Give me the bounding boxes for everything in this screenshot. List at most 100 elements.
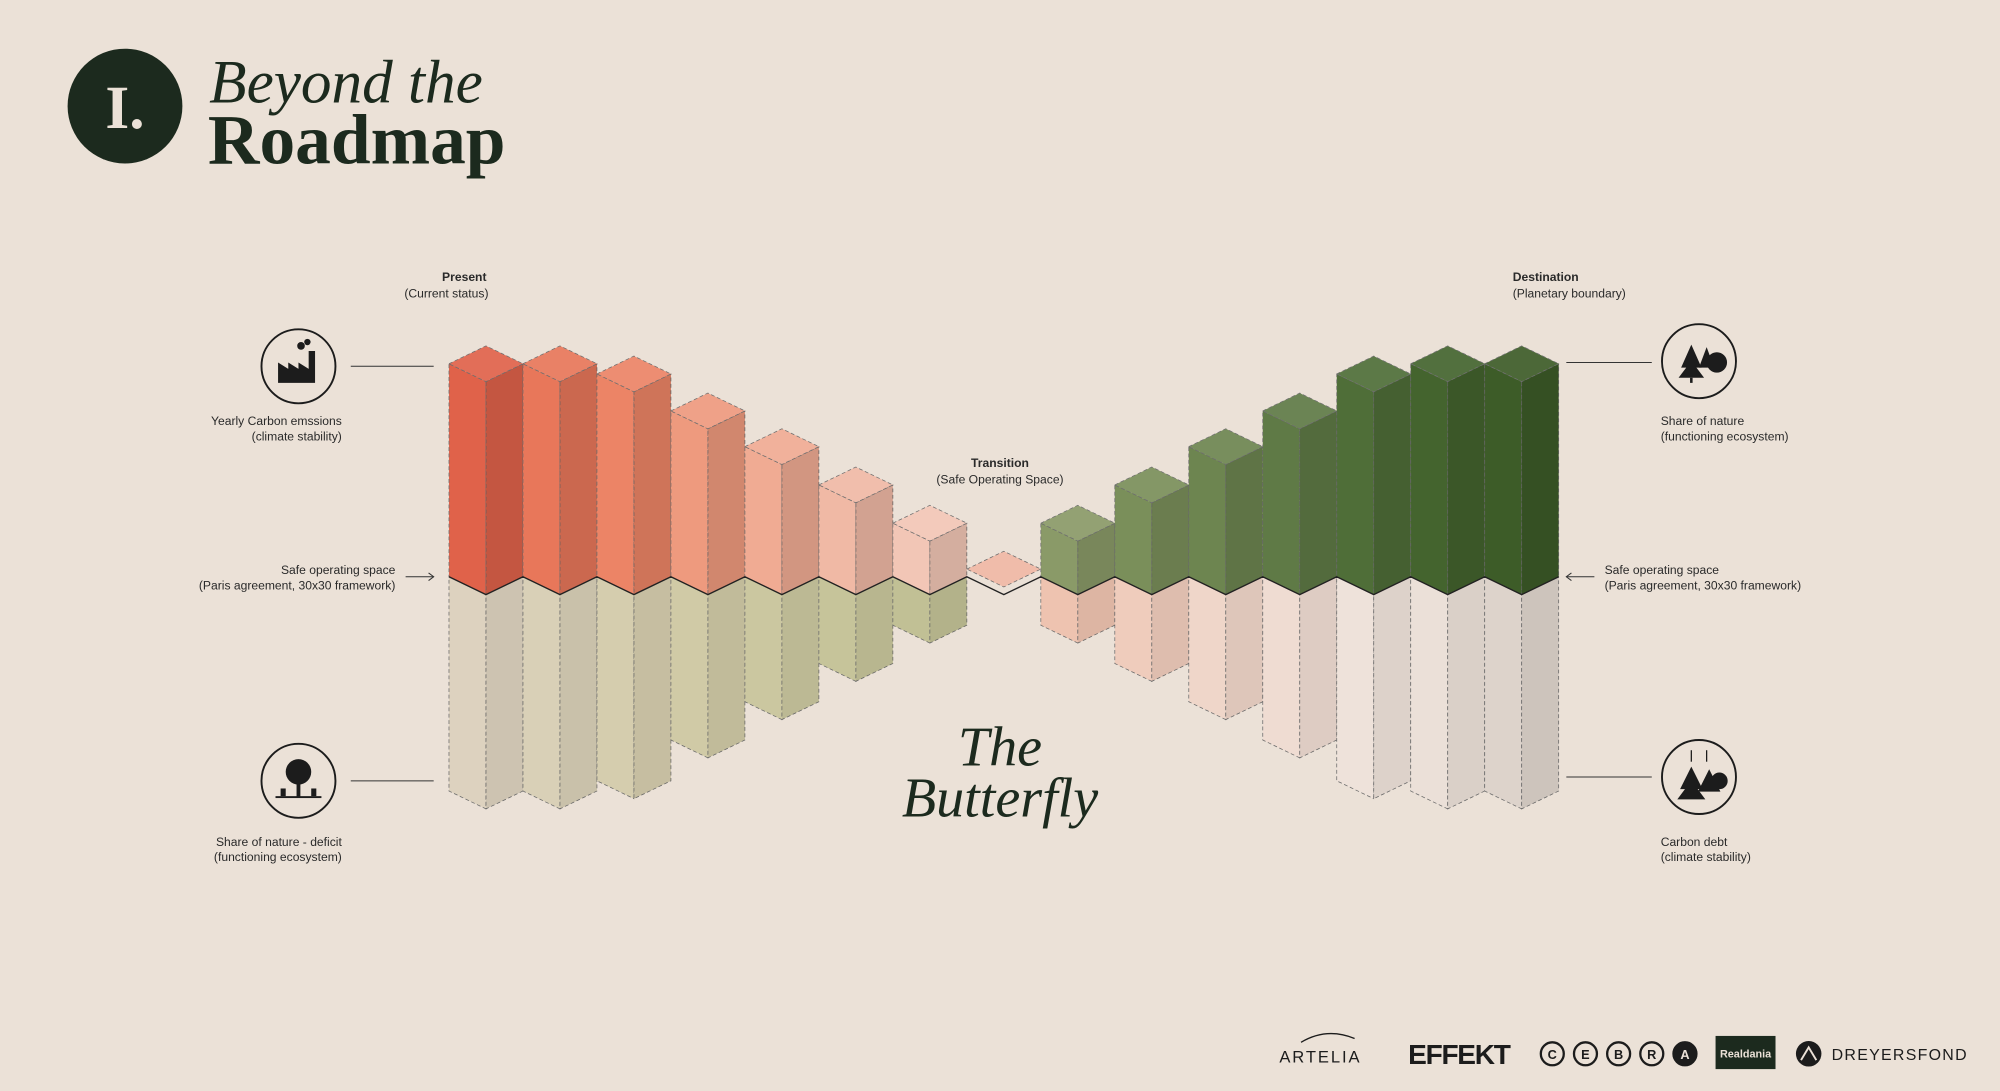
cebra-circle [1572, 1041, 1599, 1067]
transition-subtitle: (Safe Operating Space) [936, 473, 1063, 487]
lower-left-face [744, 576, 783, 721]
upper-left-face [522, 363, 561, 596]
lower-right-face-shade [1225, 576, 1263, 720]
upper-left-face [1484, 363, 1523, 596]
upper-right-face-shade [855, 484, 893, 595]
upper-top-face [1113, 466, 1190, 504]
upper-left-face [1114, 484, 1153, 596]
upper-left-face [1188, 446, 1227, 596]
upper-right-face-shade [1225, 446, 1263, 595]
upper-top-highlight [1410, 345, 1485, 382]
butterfly-bars [448, 345, 1560, 810]
upper-top-highlight [448, 345, 523, 382]
lower-left-face [448, 576, 487, 810]
lower-left-face [522, 576, 561, 810]
upper-right-face-shade [929, 523, 967, 595]
lower-right-face-shade [855, 576, 893, 682]
icon-circles [260, 323, 1737, 819]
logo-realdania-box [1715, 1035, 1776, 1070]
destination-subtitle: (Planetary boundary) [1513, 286, 1626, 300]
cebra-circle [1605, 1041, 1632, 1067]
upper-top-face [817, 466, 894, 504]
icon-factory [278, 338, 316, 383]
right-label-subtitle: (functioning ecosystem) [1661, 429, 1789, 443]
title-line1: Beyond the [209, 48, 483, 116]
logo-artelia: ARTELIA [1279, 1048, 1361, 1067]
lower-right-face-shade [1373, 576, 1411, 799]
logo-dreyersfond: DREYERSFOND [1832, 1047, 1968, 1064]
upper-top-face [596, 355, 672, 393]
lower-right-face-shade [929, 576, 967, 644]
icon-forest [1678, 344, 1728, 383]
transition-title: Transition [971, 456, 1029, 470]
icon-tree [275, 759, 322, 799]
left-label-title: Share of nature - deficit [216, 835, 343, 849]
upper-top-highlight [1484, 345, 1559, 382]
left-label-subtitle: (Paris agreement, 30x30 framework) [199, 579, 396, 593]
lower-left-face [596, 576, 635, 800]
right-label-title: Carbon debt [1661, 835, 1728, 849]
upper-top-face [1039, 504, 1116, 542]
lower-right-face-shade [1299, 576, 1337, 758]
lower-right-face-shade [485, 576, 523, 809]
lower-left-face [670, 576, 709, 759]
cebra-letter: E [1581, 1047, 1590, 1062]
safe-space-line [448, 575, 1559, 596]
upper-right-face-shade [1447, 363, 1485, 595]
destination-title: Destination [1513, 270, 1579, 284]
upper-top-face [1335, 355, 1412, 393]
upper-top-face [1261, 392, 1338, 430]
upper-top-highlight [1262, 393, 1337, 429]
cebra-letter: B [1614, 1047, 1623, 1062]
lower-right-face-shade [707, 576, 745, 758]
upper-top-face [1483, 345, 1560, 383]
upper-right-face-shade [1077, 523, 1115, 595]
upper-left-face [818, 484, 857, 596]
dreyersfond-mark [1795, 1041, 1822, 1067]
present-title: Present [442, 270, 486, 284]
lower-left-face [1410, 576, 1449, 810]
logo-effekt: EFFEKT [1408, 1039, 1511, 1070]
cebra-circle [1639, 1041, 1665, 1067]
lower-right-face-shade [1151, 576, 1189, 682]
badge-text: I. [105, 74, 144, 142]
butterfly-line1: The [958, 717, 1042, 779]
upper-top-face [1409, 345, 1486, 383]
lower-left-face [1336, 576, 1375, 800]
left-label-title: Yearly Carbon emssions [211, 414, 342, 428]
title-line2: Roadmap [208, 100, 506, 179]
right-label-subtitle: (climate stability) [1661, 850, 1751, 864]
butterfly-line2: Butterfly [902, 768, 1098, 830]
upper-top-face [448, 345, 524, 383]
upper-right-face-shade [781, 446, 819, 595]
upper-right-face-shade [707, 410, 745, 595]
present-subtitle: (Current status) [404, 286, 488, 300]
upper-top-face [670, 392, 746, 430]
upper-top-face [522, 345, 598, 383]
upper-left-face [1262, 410, 1301, 596]
artelia-arc [1300, 1033, 1355, 1043]
transition-tile [965, 550, 1042, 588]
upper-left-face [1336, 373, 1375, 596]
lower-right-face-shade [1521, 576, 1559, 809]
cebra-circle [1539, 1041, 1565, 1067]
lower-right-face-shade [1447, 576, 1485, 809]
upper-top-highlight [596, 356, 671, 392]
upper-left-face [670, 410, 709, 596]
upper-right-face-shade [1151, 484, 1189, 595]
cebra-circle [1672, 1041, 1698, 1067]
lower-left-face [1484, 576, 1523, 810]
logo-realdania: Realdania [1720, 1049, 1772, 1061]
icon-carbon-debt [1677, 750, 1728, 800]
upper-top-highlight [522, 345, 597, 382]
lower-left-face [1188, 576, 1227, 721]
lower-right-face-shade [781, 576, 819, 720]
upper-right-face-shade [1521, 363, 1559, 595]
upper-top-highlight [670, 393, 745, 429]
badge [67, 48, 183, 164]
lower-right-face-shade [1077, 576, 1115, 644]
connectors [350, 361, 1652, 782]
